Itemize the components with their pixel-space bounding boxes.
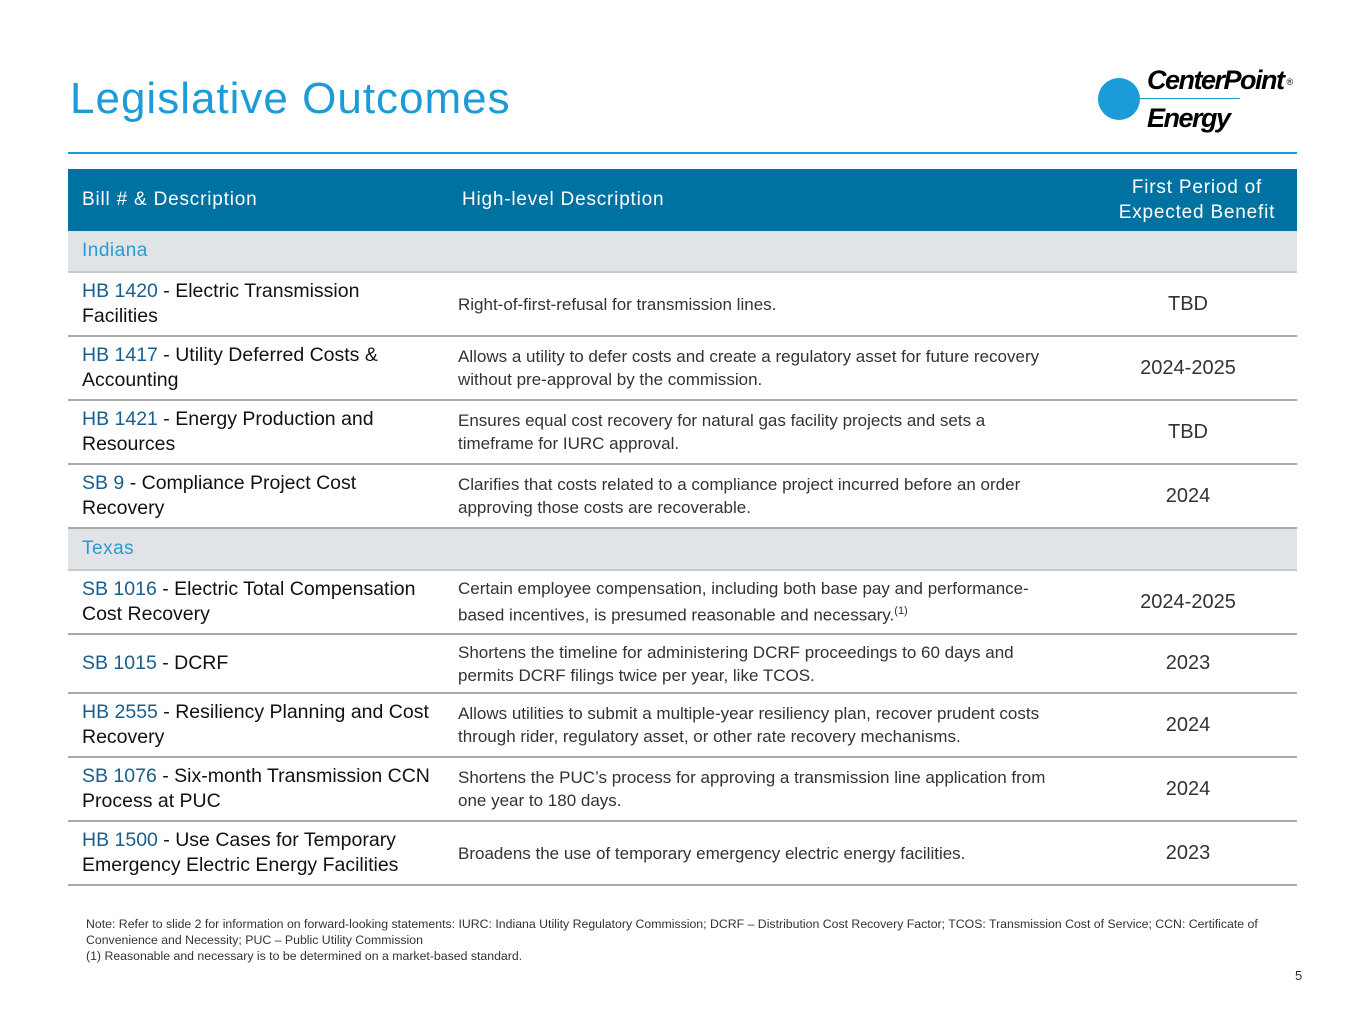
table-row: SB 9 - Compliance Project Cost Recovery … xyxy=(68,464,1297,529)
description-cell: Certain employee compensation, including… xyxy=(448,570,1079,635)
logo-text-1: CenterPoint xyxy=(1147,65,1285,95)
description-text: Right-of-first-refusal for transmission … xyxy=(458,294,777,314)
bill-title: - Six-month Transmission CCN Process at … xyxy=(82,765,430,812)
logo-text-1-row: CenterPoint ® xyxy=(1147,64,1293,98)
bill-title: - Utility Deferred Costs & Accounting xyxy=(82,344,378,391)
header-period-text: First Period of Expected Benefit xyxy=(1118,177,1276,223)
description-text: Broadens the use of temporary emergency … xyxy=(458,843,966,863)
bill-cell: HB 1421 - Energy Production and Resource… xyxy=(68,400,448,465)
section-label: Indiana xyxy=(68,231,1297,273)
title-divider xyxy=(68,152,1297,154)
bill-number: SB 1015 xyxy=(82,652,157,674)
description-cell: Ensures equal cost recovery for natural … xyxy=(448,400,1079,465)
bill-cell: SB 1015 - DCRF xyxy=(68,634,448,694)
bill-number: HB 1420 xyxy=(82,280,158,302)
bill-title: - Resiliency Planning and Cost Recovery xyxy=(82,701,429,748)
bill-title: - Compliance Project Cost Recovery xyxy=(82,472,357,519)
bill-cell: SB 1076 - Six-month Transmission CCN Pro… xyxy=(68,757,448,822)
table-row: HB 1417 - Utility Deferred Costs & Accou… xyxy=(68,336,1297,401)
logo-circle-icon xyxy=(1098,78,1140,120)
bill-title: - Energy Production and Resources xyxy=(82,408,374,455)
period-cell: 2024 xyxy=(1079,693,1297,758)
bill-number: HB 1421 xyxy=(82,408,158,430)
description-text: Certain employee compensation, including… xyxy=(458,579,1029,625)
table-row: HB 1421 - Energy Production and Resource… xyxy=(68,400,1297,465)
section-row: Texas xyxy=(68,528,1297,571)
table-row: HB 2555 - Resiliency Planning and Cost R… xyxy=(68,693,1297,758)
header-bill: Bill # & Description xyxy=(68,169,448,231)
period-cell: 2023 xyxy=(1079,821,1297,886)
period-cell: 2023 xyxy=(1079,634,1297,694)
period-cell: 2024-2025 xyxy=(1079,570,1297,635)
bill-number: HB 1500 xyxy=(82,829,158,851)
table-row: SB 1015 - DCRF Shortens the timeline for… xyxy=(68,634,1297,694)
description-text: Allows a utility to defer costs and crea… xyxy=(458,347,1040,389)
period-cell: TBD xyxy=(1079,272,1297,337)
table-row: HB 1420 - Electric Transmission Faciliti… xyxy=(68,272,1297,337)
bill-number: SB 1076 xyxy=(82,765,157,787)
description-text: Clarifies that costs related to a compli… xyxy=(458,475,1021,517)
table-row: SB 1016 - Electric Total Compensation Co… xyxy=(68,570,1297,635)
description-text: Shortens the PUC’s process for approving… xyxy=(458,768,1046,810)
bill-cell: HB 1500 - Use Cases for Temporary Emerge… xyxy=(68,821,448,886)
description-cell: Allows a utility to defer costs and crea… xyxy=(448,336,1079,401)
page-number: 5 xyxy=(1295,968,1303,983)
bill-number: SB 1016 xyxy=(82,578,157,600)
logo-line xyxy=(1118,98,1240,99)
bill-title: - Electric Total Compensation Cost Recov… xyxy=(82,578,416,625)
bill-title: - Use Cases for Temporary Emergency Elec… xyxy=(82,829,399,876)
bill-cell: HB 1420 - Electric Transmission Faciliti… xyxy=(68,272,448,337)
header-period: First Period of Expected Benefit xyxy=(1079,169,1297,231)
company-logo: CenterPoint ® Energy xyxy=(1098,62,1338,142)
description-cell: Broadens the use of temporary emergency … xyxy=(448,821,1079,886)
description-cell: Shortens the PUC’s process for approving… xyxy=(448,757,1079,822)
table-row: HB 1500 - Use Cases for Temporary Emerge… xyxy=(68,821,1297,886)
description-cell: Allows utilities to submit a multiple-ye… xyxy=(448,693,1079,758)
bill-number: SB 9 xyxy=(82,472,125,494)
bill-title: - DCRF xyxy=(156,652,229,674)
description-cell: Shortens the timeline for administering … xyxy=(448,634,1079,694)
bill-cell: SB 1016 - Electric Total Compensation Co… xyxy=(68,570,448,635)
header-description: High-level Description xyxy=(448,169,1079,231)
description-text: Ensures equal cost recovery for natural … xyxy=(458,411,986,453)
bill-cell: HB 2555 - Resiliency Planning and Cost R… xyxy=(68,693,448,758)
period-cell: 2024 xyxy=(1079,757,1297,822)
note-text: Note: Refer to slide 2 for information o… xyxy=(86,917,1258,947)
bill-cell: SB 9 - Compliance Project Cost Recovery xyxy=(68,464,448,529)
footnote-1: (1) Reasonable and necessary is to be de… xyxy=(86,949,523,963)
description-cell: Clarifies that costs related to a compli… xyxy=(448,464,1079,529)
bill-cell: HB 1417 - Utility Deferred Costs & Accou… xyxy=(68,336,448,401)
logo-registered: ® xyxy=(1286,76,1294,87)
footnote-ref: (1) xyxy=(894,605,908,618)
logo-text-2: Energy xyxy=(1147,103,1231,133)
description-cell: Right-of-first-refusal for transmission … xyxy=(448,272,1079,337)
page-title: Legislative Outcomes xyxy=(70,74,511,123)
period-cell: 2024 xyxy=(1079,464,1297,529)
footnote: Note: Refer to slide 2 for information o… xyxy=(86,916,1281,964)
description-text: Allows utilities to submit a multiple-ye… xyxy=(458,704,1040,746)
table-row: SB 1076 - Six-month Transmission CCN Pro… xyxy=(68,757,1297,822)
bill-number: HB 2555 xyxy=(82,701,158,723)
description-text: Shortens the timeline for administering … xyxy=(458,642,1014,685)
period-cell: 2024-2025 xyxy=(1079,336,1297,401)
bill-title: - Electric Transmission Facilities xyxy=(82,280,360,327)
legislation-table: Bill # & Description High-level Descript… xyxy=(68,169,1297,886)
section-label: Texas xyxy=(68,528,1297,571)
period-cell: TBD xyxy=(1079,400,1297,465)
bill-number: HB 1417 xyxy=(82,344,158,366)
section-row: Indiana xyxy=(68,231,1297,273)
